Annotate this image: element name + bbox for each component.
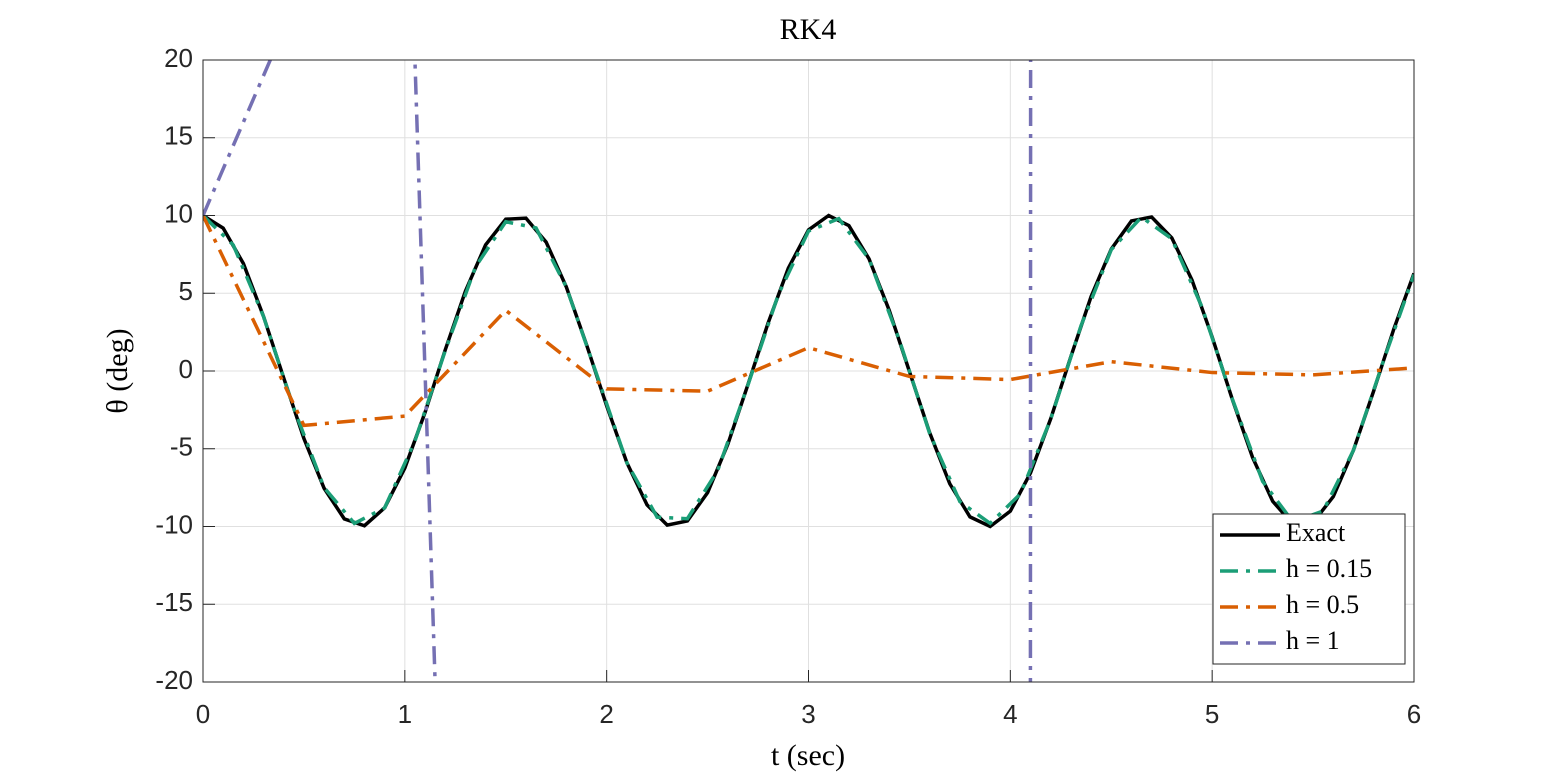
y-tick-label: 5 bbox=[179, 276, 193, 306]
x-axis-label: t (sec) bbox=[771, 739, 845, 772]
y-tick-label: -5 bbox=[170, 432, 193, 462]
y-tick-label: -15 bbox=[155, 587, 193, 617]
legend-label: h = 1 bbox=[1286, 626, 1340, 655]
legend-label: h = 0.5 bbox=[1286, 590, 1359, 619]
x-tick-label: 2 bbox=[599, 699, 613, 729]
legend-box bbox=[1212, 513, 1406, 665]
series-line bbox=[203, 214, 1414, 526]
y-tick-label: 10 bbox=[164, 198, 193, 228]
legend-label: h = 0.15 bbox=[1286, 554, 1372, 583]
y-tick-label: -10 bbox=[155, 509, 193, 539]
y-tick-label: 20 bbox=[164, 43, 193, 73]
x-tick-label: 1 bbox=[398, 699, 412, 729]
y-tick-label: 15 bbox=[164, 121, 193, 151]
y-tick-label: 0 bbox=[179, 354, 193, 384]
x-tick-label: 5 bbox=[1205, 699, 1219, 729]
x-tick-label: 4 bbox=[1003, 699, 1017, 729]
y-tick-label: -20 bbox=[155, 665, 193, 695]
y-axis-label: θ (deg) bbox=[101, 328, 134, 413]
legend-label: Exact bbox=[1286, 518, 1346, 547]
series-line bbox=[203, 214, 1414, 428]
x-tick-label: 6 bbox=[1407, 699, 1421, 729]
chart-title: RK4 bbox=[780, 13, 837, 46]
x-tick-label: 3 bbox=[801, 699, 815, 729]
x-tick-label: 0 bbox=[196, 699, 210, 729]
